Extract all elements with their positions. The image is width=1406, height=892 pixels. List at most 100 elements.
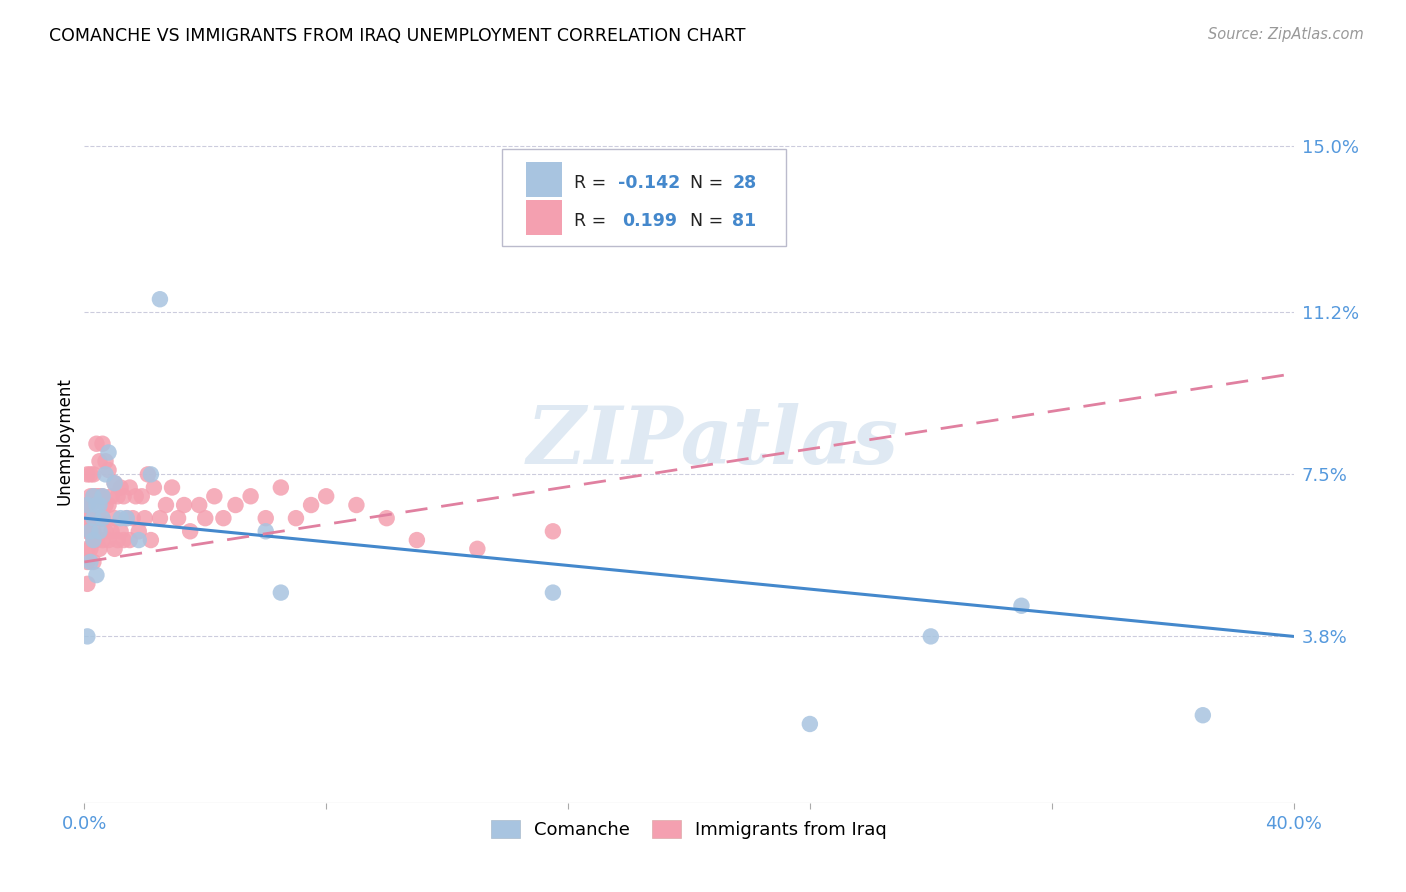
Point: [107, 533, 129, 547]
Text: 28: 28: [733, 174, 756, 192]
Point: [82, 511, 104, 525]
Point: [375, 511, 398, 525]
Point: [79, 555, 101, 569]
Point: [86, 568, 108, 582]
FancyBboxPatch shape: [502, 149, 786, 246]
Point: [254, 511, 277, 525]
Text: 0.199: 0.199: [623, 212, 678, 230]
Point: [82, 524, 104, 539]
Point: [79, 467, 101, 482]
Point: [79, 498, 101, 512]
Text: ZIPatlas: ZIPatlas: [527, 403, 900, 480]
Point: [110, 524, 132, 539]
Y-axis label: Unemployment: Unemployment: [55, 377, 73, 506]
Text: Source: ZipAtlas.com: Source: ZipAtlas.com: [1208, 27, 1364, 42]
Point: [115, 511, 138, 525]
Point: [94, 467, 117, 482]
Point: [97, 445, 120, 459]
Point: [76, 498, 98, 512]
Point: [91, 533, 114, 547]
Point: [82, 555, 104, 569]
Point: [104, 476, 127, 491]
Point: [94, 498, 117, 512]
Point: [91, 489, 114, 503]
Point: [115, 511, 138, 525]
Point: [104, 476, 127, 491]
Point: [167, 511, 190, 525]
Point: [89, 454, 111, 468]
Point: [112, 489, 135, 503]
Point: [1011, 599, 1033, 613]
Point: [76, 467, 98, 482]
Point: [541, 524, 564, 539]
Text: N =: N =: [690, 174, 728, 192]
Point: [1192, 708, 1215, 723]
Point: [79, 489, 101, 503]
Point: [76, 511, 98, 525]
Text: 81: 81: [733, 212, 756, 230]
Point: [202, 489, 225, 503]
Point: [76, 555, 98, 569]
Point: [89, 511, 111, 525]
Point: [104, 511, 127, 525]
Point: [254, 524, 277, 539]
Point: [139, 467, 162, 482]
Point: [82, 489, 104, 503]
Point: [82, 489, 104, 503]
Point: [79, 524, 101, 539]
Point: [212, 511, 235, 525]
Point: [799, 717, 821, 731]
Point: [134, 511, 156, 525]
Text: N =: N =: [690, 212, 728, 230]
Point: [86, 436, 108, 450]
Point: [91, 511, 114, 525]
Point: [285, 511, 308, 525]
Point: [149, 511, 172, 525]
Point: [89, 524, 111, 539]
Point: [82, 467, 104, 482]
FancyBboxPatch shape: [526, 200, 562, 235]
Point: [82, 511, 104, 525]
Point: [139, 533, 162, 547]
Point: [315, 489, 337, 503]
Point: [239, 489, 262, 503]
Point: [118, 481, 141, 495]
Point: [91, 436, 114, 450]
Point: [194, 511, 217, 525]
Point: [107, 489, 129, 503]
Point: [89, 489, 111, 503]
Point: [149, 292, 172, 306]
Point: [86, 533, 108, 547]
Point: [76, 577, 98, 591]
Point: [86, 498, 108, 512]
Point: [86, 489, 108, 503]
Point: [82, 533, 104, 547]
Point: [188, 498, 211, 512]
Point: [79, 541, 101, 556]
Point: [79, 511, 101, 525]
Point: [100, 489, 122, 503]
Point: [91, 489, 114, 503]
Point: [118, 533, 141, 547]
Point: [91, 511, 114, 525]
Point: [82, 533, 104, 547]
Point: [121, 511, 143, 525]
Point: [128, 524, 150, 539]
Point: [270, 585, 292, 599]
Point: [76, 498, 98, 512]
Point: [89, 498, 111, 512]
Point: [155, 498, 177, 512]
Legend: Comanche, Immigrants from Iraq: Comanche, Immigrants from Iraq: [482, 811, 896, 848]
Point: [160, 481, 183, 495]
Point: [97, 533, 120, 547]
Point: [270, 481, 292, 495]
Point: [112, 533, 135, 547]
Point: [346, 498, 368, 512]
Point: [76, 541, 98, 556]
Point: [299, 498, 322, 512]
Text: COMANCHE VS IMMIGRANTS FROM IRAQ UNEMPLOYMENT CORRELATION CHART: COMANCHE VS IMMIGRANTS FROM IRAQ UNEMPLO…: [49, 27, 745, 45]
Point: [125, 489, 148, 503]
Point: [110, 481, 132, 495]
Point: [128, 533, 150, 547]
Point: [173, 498, 195, 512]
